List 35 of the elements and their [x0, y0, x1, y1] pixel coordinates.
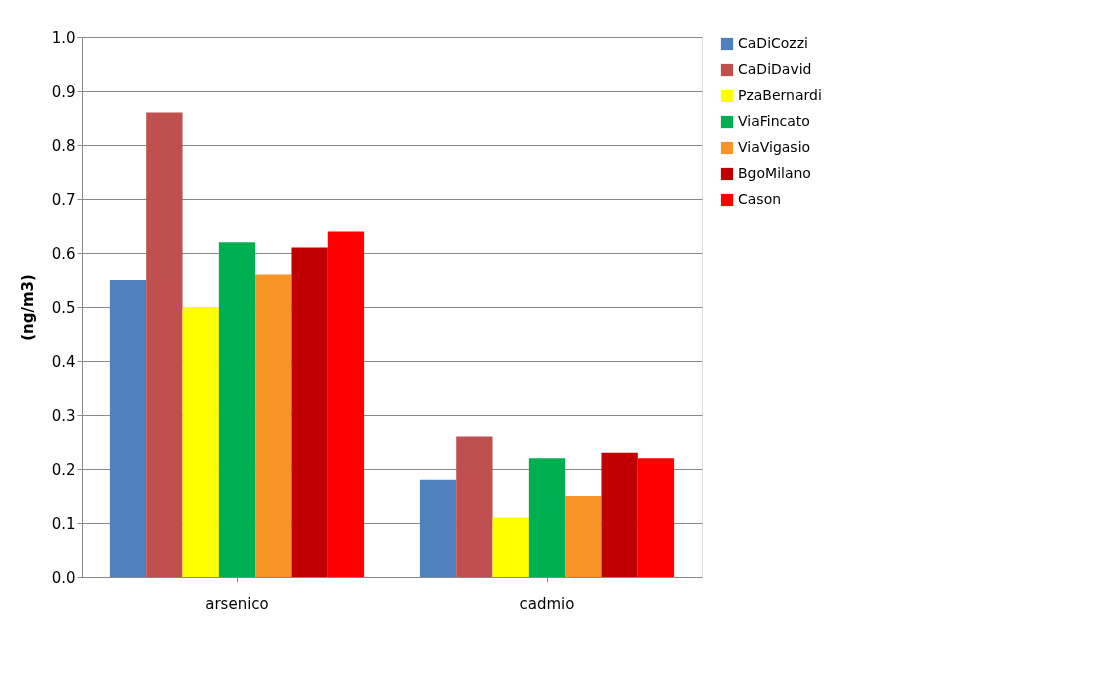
bar	[637, 458, 675, 577]
y-tick-label: 0.6	[51, 244, 76, 263]
y-tick-label: 1.0	[51, 28, 76, 47]
bar	[218, 242, 256, 577]
y-tick-label: 0.8	[51, 136, 76, 155]
y-tick-label: 0.4	[51, 352, 76, 371]
legend-label: ViaFincato	[738, 113, 810, 129]
bar	[291, 247, 328, 577]
bar	[182, 307, 219, 577]
bar	[456, 436, 493, 577]
bar	[419, 479, 457, 577]
y-tick-label: 0.0	[51, 568, 76, 587]
bar	[601, 452, 638, 577]
x-tick-label: cadmio	[519, 594, 575, 613]
y-tick-label: 0.7	[51, 190, 76, 209]
bar	[146, 112, 183, 577]
y-tick-label: 0.1	[51, 514, 76, 533]
y-tick-label: 0.2	[51, 460, 76, 479]
legend-label: ViaVigasio	[738, 139, 811, 155]
y-tick-label: 0.9	[51, 82, 76, 101]
legend-label: CaDiDavid	[738, 61, 812, 77]
legend-label: PzaBernardi	[738, 87, 822, 103]
bar	[565, 496, 602, 577]
bar	[109, 280, 147, 577]
legend-label: CaDiCozzi	[738, 35, 808, 51]
bar	[528, 458, 566, 577]
x-tick-label: arsenico	[205, 594, 269, 613]
y-tick-label: 0.5	[51, 298, 76, 317]
bar	[327, 231, 365, 577]
bar	[255, 274, 292, 577]
legend-label: BgoMilano	[738, 165, 811, 181]
y-tick-label: 0.3	[51, 406, 76, 425]
legend-label: Cason	[738, 191, 782, 207]
bar	[492, 517, 529, 577]
y-axis-title: (ng/m3)	[18, 274, 37, 341]
